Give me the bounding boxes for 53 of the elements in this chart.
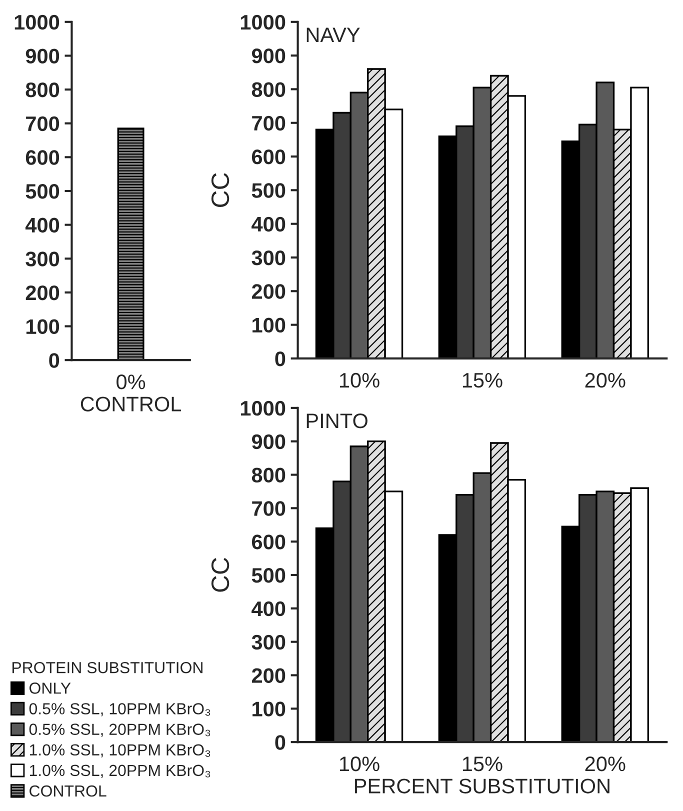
legend-title: PROTEIN SUBSTITUTION [12, 662, 202, 674]
legend-label: 1.0% SSL, 10PPM KBrO₃ [30, 744, 210, 758]
y-tick-label: 200 [26, 285, 60, 300]
legend-label: CONTROL [30, 785, 106, 797]
y-tick-label: 100 [252, 318, 286, 333]
x-tick-label: 0% [116, 374, 146, 390]
x-tick-label: 15% [462, 756, 502, 772]
y-tick-label: 1000 [240, 400, 286, 416]
y-tick-label: 300 [252, 250, 286, 266]
x-tick-label: 20% [585, 372, 626, 388]
y-tick-label: 200 [252, 284, 286, 299]
y-tick-label: 800 [252, 82, 286, 97]
y-tick-label: 400 [252, 601, 286, 616]
y-tick-label: 0 [275, 351, 286, 366]
y-tick-label: 300 [252, 634, 286, 650]
x-tick-label: 10% [340, 372, 380, 388]
y-tick-label: 1000 [240, 14, 286, 30]
y-tick-label: 1000 [14, 14, 60, 30]
y-tick-label: 700 [252, 116, 286, 131]
y-axis-title: CC [211, 173, 230, 207]
y-tick-label: 600 [26, 150, 60, 165]
y-tick-label: 600 [252, 534, 286, 550]
chart-title: NAVY [306, 28, 360, 42]
y-axis-title: CC [211, 558, 230, 592]
legend-label: 0.5% SSL, 20PPM KBrO₃ [29, 724, 210, 737]
legend-label: ONLY [30, 682, 71, 694]
y-tick-label: 500 [252, 183, 286, 198]
legend-label: 1.0% SSL, 20PPM KBrO₃ [30, 764, 210, 778]
y-tick-label: 100 [26, 319, 60, 334]
x-tick-label: 15% [462, 372, 502, 388]
y-tick-label: 400 [25, 218, 60, 233]
y-tick-label: 700 [252, 501, 286, 516]
y-tick-label: 500 [252, 568, 286, 583]
y-tick-label: 0 [275, 735, 286, 750]
y-tick-label: 900 [252, 48, 286, 64]
y-tick-label: 500 [26, 184, 60, 199]
x-tick-label: 20% [585, 756, 626, 772]
y-tick-label: 200 [252, 668, 286, 683]
y-tick-label: 800 [252, 468, 286, 483]
y-tick-label: 400 [252, 216, 286, 232]
y-tick-label: 900 [26, 48, 60, 64]
x-tick-label: 10% [340, 756, 380, 772]
y-tick-label: 100 [252, 702, 286, 716]
y-tick-label: 800 [26, 82, 60, 98]
y-tick-label: 700 [26, 116, 60, 132]
y-tick-label: 300 [26, 252, 60, 266]
y-tick-label: 900 [252, 434, 286, 450]
y-tick-label: 600 [252, 150, 286, 164]
legend-label: 0.5% SSL, 10PPM KBrO₃ [29, 703, 210, 716]
y-tick-label: 0 [49, 353, 60, 368]
chart-title: PINTO [306, 413, 368, 428]
x-axis-title: PERCENT SUBSTITUTION [355, 778, 610, 794]
x-axis-title: CONTROL [80, 396, 182, 412]
